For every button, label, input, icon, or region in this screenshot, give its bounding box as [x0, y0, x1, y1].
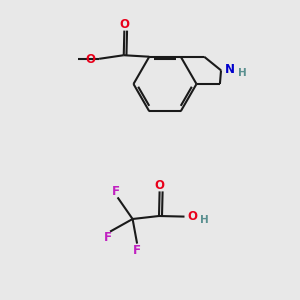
Text: O: O	[154, 179, 165, 192]
Text: N: N	[225, 63, 235, 76]
Text: O: O	[188, 210, 197, 223]
Text: O: O	[85, 53, 96, 66]
Text: F: F	[112, 185, 120, 198]
Text: O: O	[119, 18, 129, 31]
Text: H: H	[238, 68, 247, 78]
Text: F: F	[104, 231, 112, 244]
Text: F: F	[133, 244, 141, 257]
Text: H: H	[200, 214, 209, 225]
